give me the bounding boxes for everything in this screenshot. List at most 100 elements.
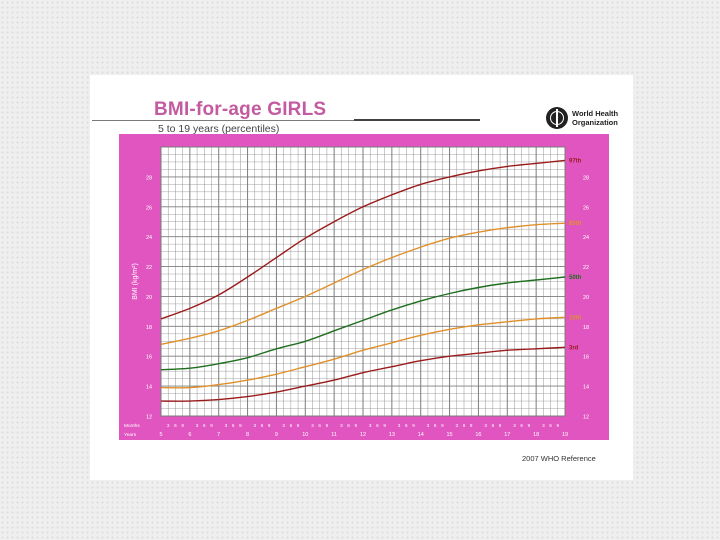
who-name: World Health Organization	[572, 109, 624, 127]
x-tick-month: 6	[290, 423, 293, 428]
y-tick-label-right: 12	[583, 415, 589, 421]
y-tick-label-right: 22	[583, 265, 589, 271]
x-tick-month: 6	[318, 423, 321, 428]
x-tick-month: 9	[557, 423, 560, 428]
x-tick-month: 9	[441, 423, 444, 428]
percentile-line-15th	[160, 316, 566, 389]
x-tick-year: 9	[275, 432, 278, 438]
y-tick-label-right: 28	[583, 175, 589, 181]
y-tick-label-left: 22	[146, 265, 152, 271]
x-tick-month: 3	[484, 423, 487, 428]
x-tick-month: 3	[513, 423, 516, 428]
who-name-line1: World Health	[572, 109, 619, 118]
x-tick-month: 9	[383, 423, 386, 428]
x-tick-month: 9	[470, 423, 473, 428]
x-tick-month: 9	[268, 423, 271, 428]
y-tick-label-left: 18	[146, 325, 152, 331]
x-tick-month: 6	[261, 423, 264, 428]
percentile-label-85th: 85th	[569, 221, 582, 227]
y-tick-label-left: 20	[146, 295, 152, 301]
title-underline	[92, 120, 354, 121]
x-tick-month: 9	[210, 423, 213, 428]
x-tick-month: 6	[492, 423, 495, 428]
x-tick-year: 7	[217, 432, 220, 438]
x-tick-month: 6	[549, 423, 552, 428]
x-tick-year: 8	[246, 432, 249, 438]
percentile-label-15th: 15th	[569, 315, 582, 321]
x-tick-year: 17	[504, 432, 510, 438]
x-tick-month: 6	[203, 423, 206, 428]
percentile-label-50th: 50th	[569, 275, 582, 281]
x-tick-year: 5	[159, 432, 162, 438]
x-tick-month: 9	[181, 423, 184, 428]
x-row-label-months: Months	[124, 423, 140, 429]
chart-subtitle: 5 to 19 years (percentiles)	[158, 123, 280, 135]
y-tick-label-left: 16	[146, 355, 152, 361]
y-tick-label-right: 16	[583, 355, 589, 361]
x-tick-year: 14	[418, 432, 424, 438]
percentile-label-97th: 97th	[569, 158, 582, 164]
x-tick-year: 13	[389, 432, 395, 438]
x-tick-month: 3	[254, 423, 257, 428]
y-tick-label-left: 12	[146, 415, 152, 421]
title-underline-bold	[354, 119, 480, 121]
x-axis-label: Age (completed months and years)	[305, 439, 422, 448]
x-tick-year: 10	[302, 432, 308, 438]
percentile-line-97th	[160, 159, 566, 320]
x-tick-month: 9	[297, 423, 300, 428]
y-axis-label: BMI (kg/m²)	[132, 263, 139, 300]
x-tick-year: 16	[475, 432, 481, 438]
y-tick-label-right: 24	[583, 235, 589, 241]
x-tick-year: 11	[331, 432, 337, 438]
x-tick-month: 9	[239, 423, 242, 428]
percentile-line-3rd	[160, 346, 566, 402]
y-tick-label-right: 18	[583, 325, 589, 331]
y-tick-label-left: 28	[146, 175, 152, 181]
bmi-chart: 12 12 14 14 16 16 18 18 20 20 22 22 24 24 26 26 28 28 BMI …	[119, 134, 609, 448]
percentile-line-50th	[160, 276, 566, 371]
x-tick-month: 6	[347, 423, 350, 428]
x-tick-month: 9	[528, 423, 531, 428]
x-row-label-years: Years	[124, 432, 137, 438]
x-tick-month: 3	[311, 423, 314, 428]
y-tick-label-right: 14	[583, 385, 589, 391]
y-tick-label-right: 20	[583, 295, 589, 301]
chart-slide: BMI-for-age GIRLS 5 to 19 years (percent…	[90, 75, 633, 480]
reference-note: 2007 WHO Reference	[522, 454, 596, 463]
x-tick-month: 6	[174, 423, 177, 428]
y-tick-label-left: 26	[146, 205, 152, 211]
x-tick-month: 9	[499, 423, 502, 428]
x-tick-month: 3	[196, 423, 199, 428]
y-tick-label-left: 14	[146, 385, 152, 391]
who-name-line2: Organization	[572, 118, 618, 127]
x-tick-month: 6	[434, 423, 437, 428]
who-emblem-icon	[546, 107, 568, 129]
percentile-label-3rd: 3rd	[569, 345, 579, 351]
x-tick-month: 3	[225, 423, 228, 428]
x-tick-year: 12	[360, 432, 366, 438]
x-tick-year: 19	[562, 432, 568, 438]
x-tick-month: 3	[456, 423, 459, 428]
percentile-line-85th	[160, 222, 566, 345]
x-tick-month: 6	[463, 423, 466, 428]
x-tick-month: 9	[412, 423, 415, 428]
x-tick-month: 6	[520, 423, 523, 428]
x-tick-month: 3	[340, 423, 343, 428]
x-tick-month: 3	[542, 423, 545, 428]
x-tick-month: 9	[355, 423, 358, 428]
who-logo: World Health Organization	[546, 107, 624, 129]
x-tick-month: 3	[369, 423, 372, 428]
x-tick-month: 6	[376, 423, 379, 428]
y-tick-label-right: 26	[583, 205, 589, 211]
x-tick-month: 9	[326, 423, 329, 428]
grid	[160, 146, 566, 417]
y-tick-label-left: 24	[146, 235, 152, 241]
x-tick-month: 3	[398, 423, 401, 428]
x-tick-month: 3	[167, 423, 170, 428]
x-tick-month: 6	[232, 423, 235, 428]
x-tick-year: 18	[533, 432, 539, 438]
x-tick-year: 6	[188, 432, 191, 438]
x-tick-month: 6	[405, 423, 408, 428]
chart-title: BMI-for-age GIRLS	[154, 99, 327, 120]
x-tick-month: 3	[282, 423, 285, 428]
